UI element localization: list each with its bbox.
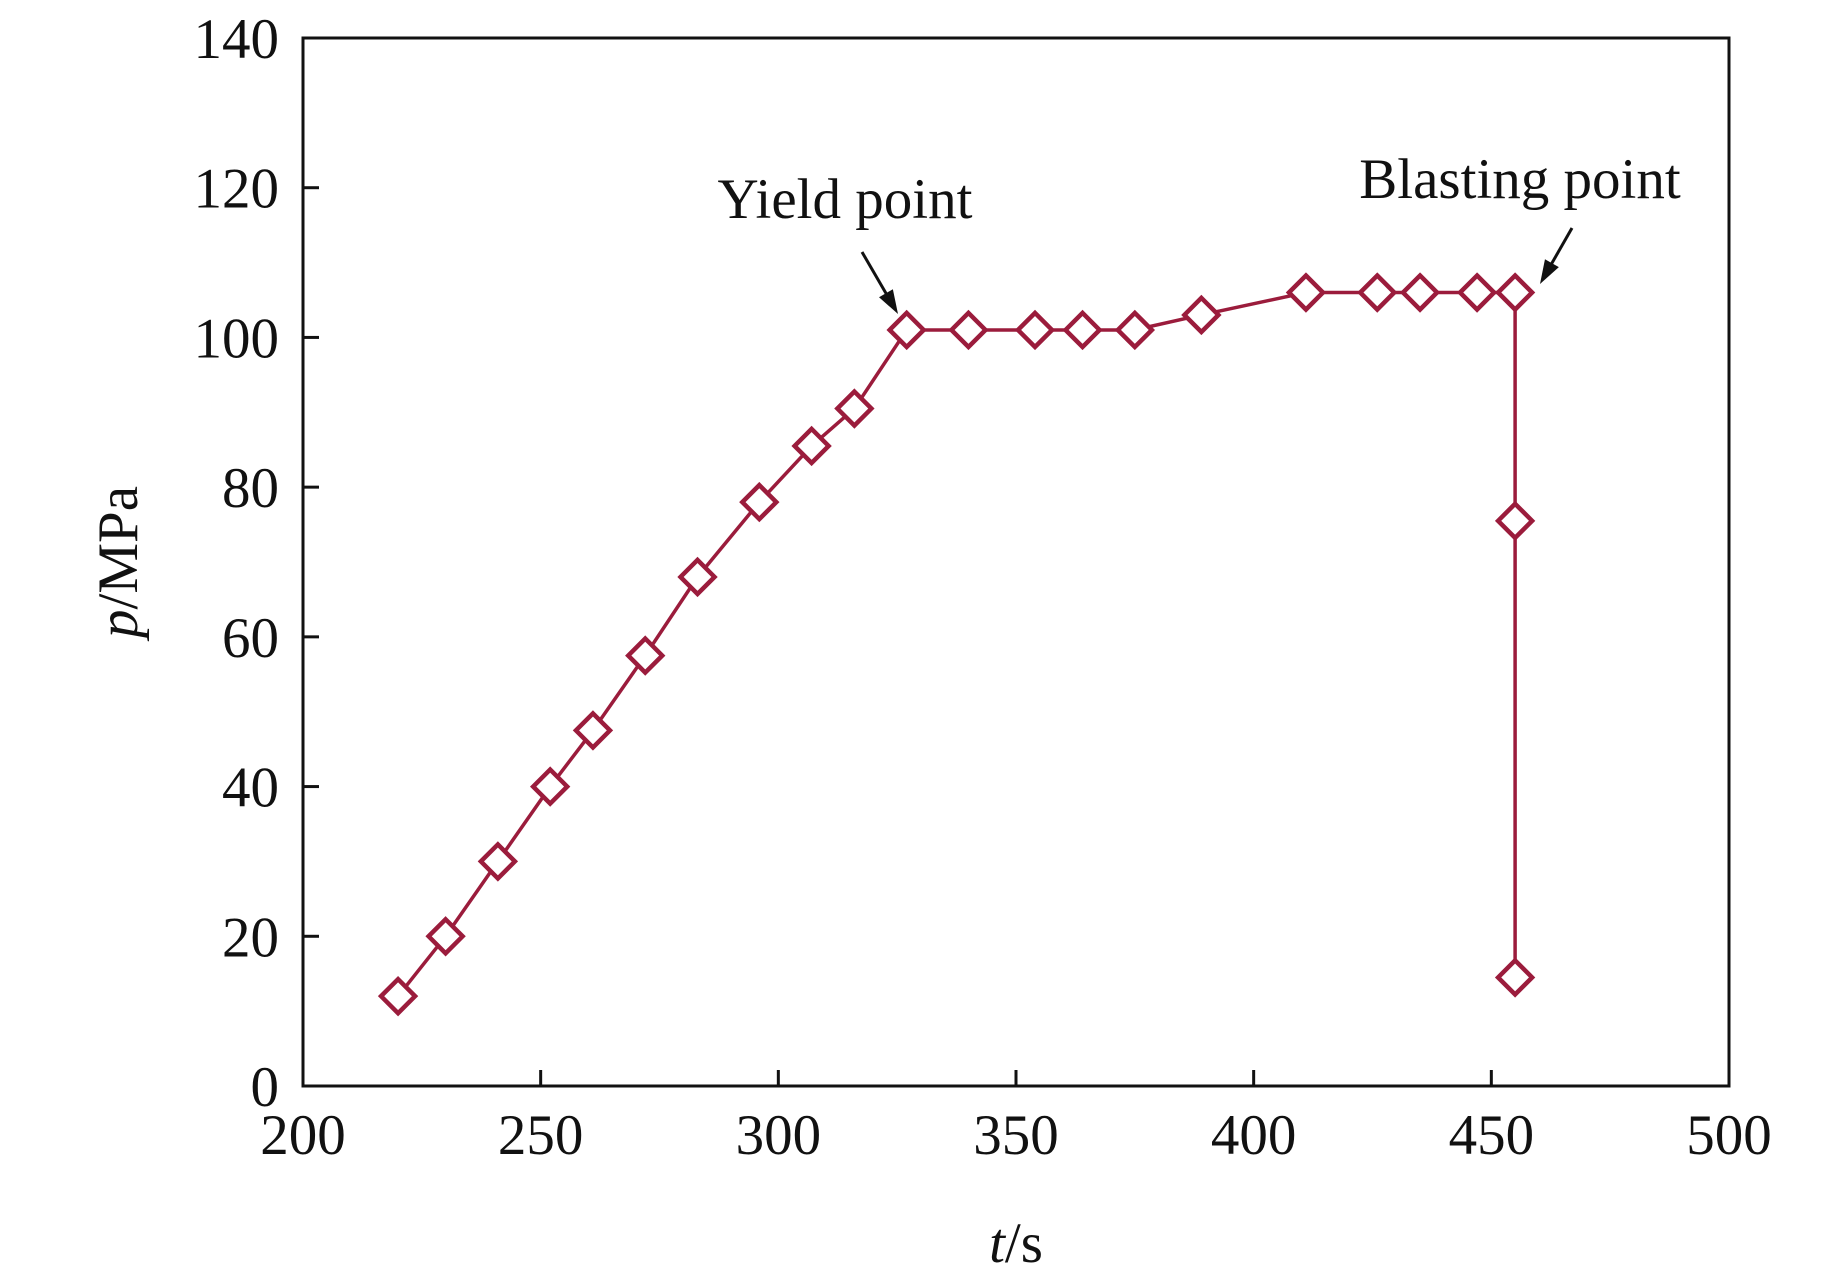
data-point-marker [1494,957,1536,998]
axes-layer: 200 250 300 350 400 450 500 0 20 40 60 80 100 120 140 [194,8,1772,1167]
series-line [396,290,1517,998]
data-point-marker [834,388,875,429]
label-layer: t/s p/MPa [87,486,1043,1275]
data-point-marker [529,766,571,807]
data-point-marker [739,481,780,523]
annotation-arrow-head [879,289,898,314]
data-point-marker [572,710,614,751]
annotation-arrow-shaft [1546,227,1574,271]
y-tick-label: 80 [222,457,279,520]
data-point-marker [1494,272,1536,313]
x-tick-label: 300 [736,1104,822,1167]
series-layer [377,272,1536,1017]
x-axis-unit: /s [1005,1212,1043,1275]
y-tick-label: 40 [222,757,279,820]
x-axis-variable: t [989,1212,1006,1275]
y-tick-label: 0 [251,1056,280,1119]
x-tick-label: 500 [1686,1104,1772,1167]
y-tick-label: 60 [222,607,279,670]
annotation-label: Yield point [718,168,973,231]
x-axis-label: t/s [989,1212,1043,1275]
data-point-marker [1357,272,1398,313]
x-tick-label: 400 [1211,1104,1297,1167]
y-tick-label: 100 [194,307,280,370]
y-tick-label: 120 [194,158,280,221]
data-point-marker [791,425,832,467]
x-tick-label: 250 [498,1104,584,1167]
data-point-marker [1285,272,1327,313]
data-point-marker [677,556,718,598]
data-point-marker [1494,500,1536,542]
y-tick-label: 20 [222,906,279,969]
x-tick-label: 450 [1449,1104,1535,1167]
data-point-marker [377,975,419,1017]
y-axis-label: p/MPa [87,486,150,642]
data-point-marker [625,635,666,676]
data-point-marker [886,309,927,351]
x-tick-label: 350 [973,1104,1059,1167]
y-axis-variable: p [87,610,150,643]
data-point-marker [948,309,989,351]
x-tick-label: 200 [260,1104,346,1167]
annotation-label: Blasting point [1359,148,1681,211]
annotation-arrow-shaft [860,251,891,300]
data-point-marker [477,841,519,882]
data-point-marker [1114,309,1156,351]
annotation-layer: Yield point Blasting point [718,148,1681,314]
data-point-marker [1399,272,1441,313]
data-point-marker [1062,309,1103,351]
data-point-marker [1181,294,1222,336]
data-point-marker [1456,272,1498,313]
y-axis-unit: /MPa [87,486,150,610]
y-tick-label: 140 [194,8,280,71]
data-point-marker [1014,309,1056,351]
data-point-marker [425,916,466,957]
annotation-arrow-head [1540,259,1559,284]
